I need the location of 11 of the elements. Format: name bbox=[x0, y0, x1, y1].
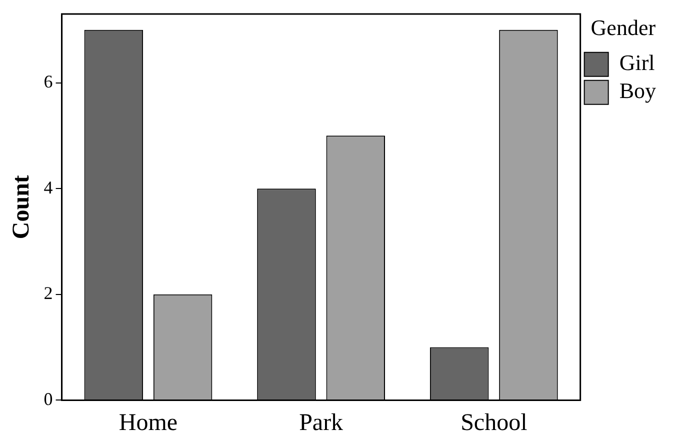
y-axis-title: Count bbox=[8, 175, 35, 240]
y-tick-label: 6 bbox=[44, 72, 53, 92]
y-tick-label: 0 bbox=[44, 388, 53, 409]
x-tick-label: School bbox=[460, 410, 528, 436]
x-tick-label: Park bbox=[299, 410, 344, 436]
y-tick-label: 2 bbox=[44, 283, 53, 304]
legend-title: Gender bbox=[590, 14, 656, 40]
legend-label: Girl bbox=[619, 50, 655, 76]
x-tick-label: Home bbox=[118, 410, 178, 436]
y-tick-label: 4 bbox=[44, 177, 53, 198]
legend-label: Boy bbox=[619, 78, 656, 104]
